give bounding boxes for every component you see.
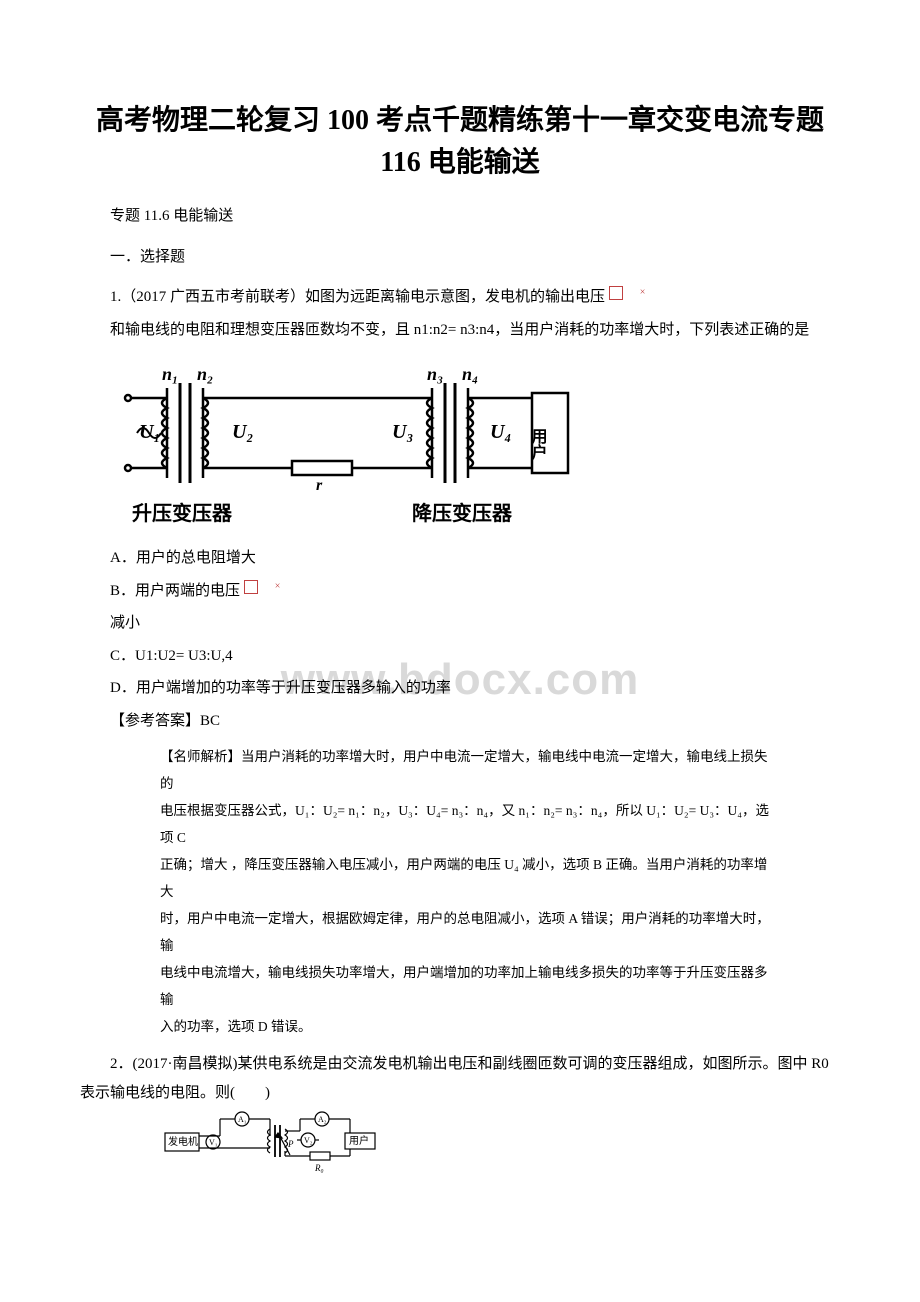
svg-text:n₂: n₂ <box>197 364 213 384</box>
document-title: 高考物理二轮复习 100 考点千题精练第十一章交变电流专题 116 电能输送 <box>80 100 840 184</box>
svg-text:r: r <box>316 477 323 494</box>
svg-text:用户: 用户 <box>529 428 548 461</box>
q2-line1: 2．(2017·南昌模拟)某供电系统是由交流发电机输出电压和副线圈匝数可调的变压… <box>80 1050 840 1107</box>
sol-l5: 电线中电流增大，输电线损失功率增大，用户端增加的功率加上输电线多损失的功率等于升… <box>160 959 780 1013</box>
circuit-diagram-2: 发电机 V₁ A₁ P A₂ V₂ 用户 R₀ <box>160 1111 380 1181</box>
sol-l2: 电压根据变压器公式，U₁：U₂= n₁：n₂，U₃：U₄= n₃：n₄，又 n₁… <box>160 797 780 851</box>
topic-subtitle: 专题 11.6 电能输送 <box>80 202 840 231</box>
svg-text:n₄: n₄ <box>462 364 478 384</box>
sol-l6: 入的功率，选项 D 错误。 <box>160 1013 780 1040</box>
q1-line1-text: 1.（2017 广西五市考前联考）如图为远距离输电示意图，发电机的输出电压 <box>110 289 609 305</box>
broken-image-icon <box>244 580 258 594</box>
q1-option-b-post: 减小 <box>80 609 840 638</box>
svg-text:降压变压器: 降压变压器 <box>412 501 513 525</box>
q1-option-d: D．用户端增加的功率等于升压变压器多输入的功率 <box>80 674 840 703</box>
q1-optb-pre: B．用户两端的电压 <box>110 583 244 599</box>
svg-text:n₁: n₁ <box>162 364 178 384</box>
svg-text:U₄: U₄ <box>490 421 511 443</box>
sol-l4: 时，用户中电流一定增大，根据欧姆定律，用户的总电阻减小，选项 A 错误；用户消耗… <box>160 905 780 959</box>
svg-text:发电机: 发电机 <box>168 1135 198 1148</box>
svg-text:U₁: U₁ <box>139 421 160 443</box>
svg-text:A₂: A₂ <box>318 1115 327 1124</box>
svg-text:升压变压器: 升压变压器 <box>132 501 233 525</box>
section-heading: 一．选择题 <box>80 243 840 272</box>
svg-text:用户: 用户 <box>349 1134 369 1147</box>
svg-text:U₃: U₃ <box>392 421 413 443</box>
svg-text:n₃: n₃ <box>427 364 443 384</box>
svg-text:U₂: U₂ <box>232 421 253 443</box>
svg-text:V₂: V₂ <box>304 1136 313 1145</box>
solution-block: 【名师解析】当用户消耗的功率增大时，用户中电流一定增大，输电线中电流一定增大，输… <box>160 743 780 1040</box>
svg-text:R₀: R₀ <box>314 1163 324 1173</box>
q1-line1: 1.（2017 广西五市考前联考）如图为远距离输电示意图，发电机的输出电压 <box>80 283 840 312</box>
svg-text:V₁: V₁ <box>209 1138 218 1147</box>
svg-text:P: P <box>287 1139 294 1149</box>
q1-answer: 【参考答案】BC <box>80 707 840 736</box>
q1-line2: 和输电线的电阻和理想变压器匝数均不变，且 n1:n2= n3:n4，当用户消耗的… <box>80 316 840 345</box>
q1-option-b: B．用户两端的电压 <box>80 577 840 606</box>
svg-text:A₁: A₁ <box>238 1115 247 1124</box>
circuit-diagram-1: n₁ n₂ n₃ n₄ U₁ U₂ U₃ U₄ r 用户 升压变压器 降压变压器 <box>112 358 612 538</box>
sol-l1: 【名师解析】当用户消耗的功率增大时，用户中电流一定增大，输电线中电流一定增大，输… <box>160 743 780 797</box>
broken-image-icon <box>609 286 623 300</box>
sol-l3: 正确；增大 ，降压变压器输入电压减小，用户两端的电压 U₄ 减小，选项 B 正确… <box>160 851 780 905</box>
q1-option-a: A．用户的总电阻增大 <box>80 544 840 573</box>
q1-option-c: C．U1:U2= U3:U,4 <box>80 642 840 671</box>
